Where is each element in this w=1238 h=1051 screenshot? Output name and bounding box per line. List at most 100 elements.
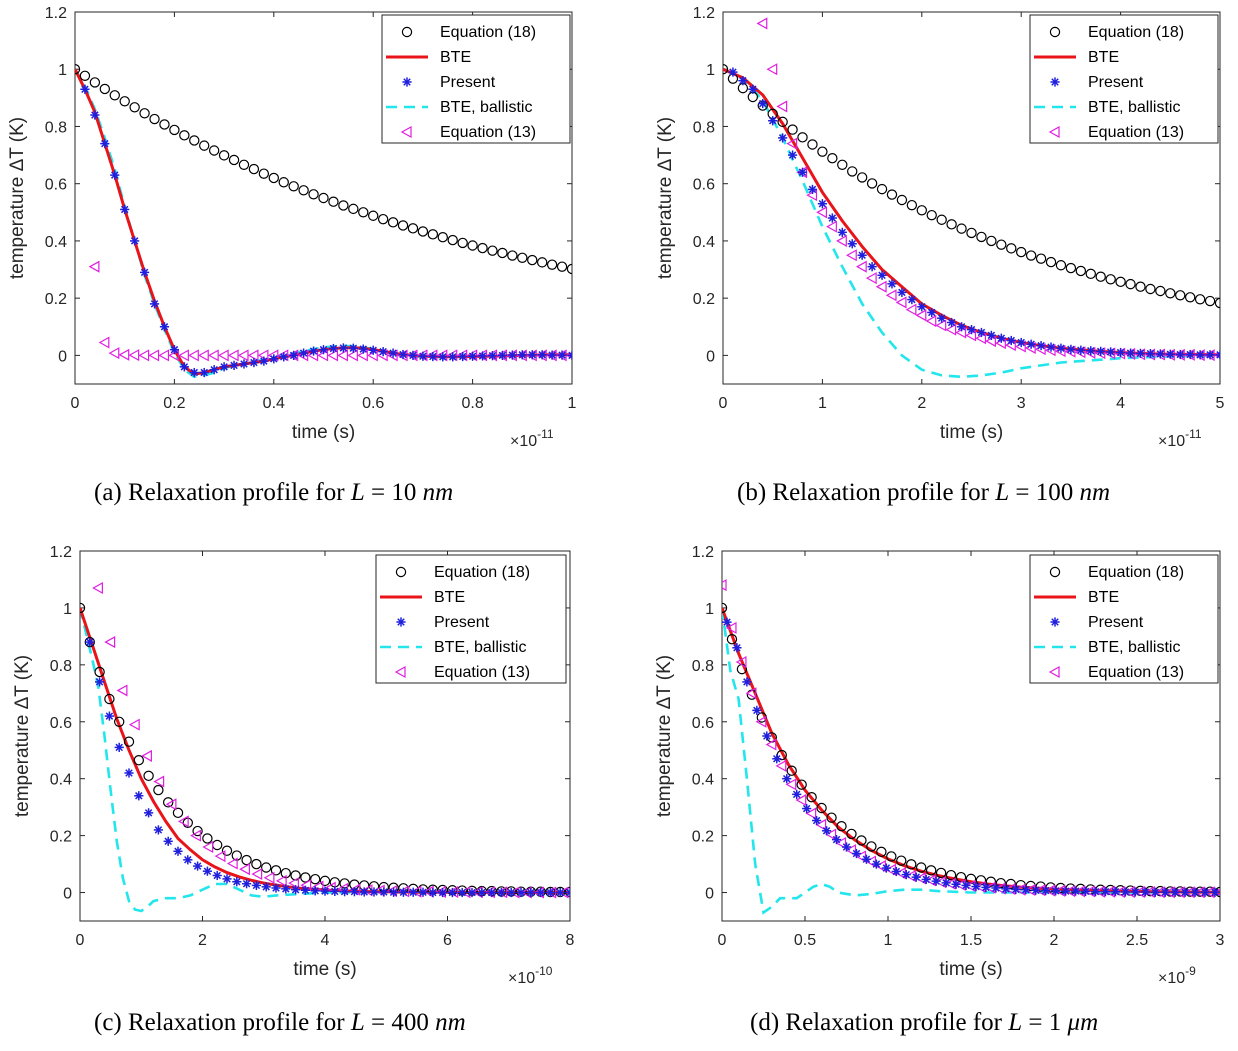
- eq13-point: [312, 880, 324, 893]
- caption-b: (b) Relaxation profile for L = 100 nm: [737, 479, 1110, 506]
- eq13-point: [816, 206, 828, 219]
- y-tick-label: 0: [705, 886, 714, 903]
- eq18-point: [172, 807, 184, 819]
- present-point: [981, 882, 991, 893]
- present-point: [149, 299, 160, 309]
- present-point: [159, 322, 170, 332]
- caption-unit: μm: [1067, 1009, 1099, 1036]
- present-point: [1001, 884, 1011, 894]
- eq18-point: [75, 64, 81, 75]
- eq18-point: [1055, 260, 1067, 271]
- present-point: [1110, 887, 1121, 897]
- eq18-point: [270, 865, 282, 876]
- present-point: [738, 76, 748, 86]
- present-point: [851, 848, 862, 859]
- eq18-point: [1105, 274, 1116, 285]
- present-point: [897, 287, 907, 298]
- eq13-point: [755, 715, 767, 728]
- caption-unit: nm: [423, 479, 454, 506]
- present-point: [1100, 887, 1111, 897]
- present-point: [1215, 350, 1220, 360]
- present-point: [517, 350, 527, 360]
- panel-c: 0 2 4 6 8 0 0.2 0.4 0.6 0.8 1 1.2 time (s) temperatur…: [12, 544, 575, 1036]
- eq13-point: [826, 220, 837, 233]
- eq18-point: [787, 124, 798, 135]
- eq13-point: [935, 319, 947, 332]
- eq18-point: [916, 862, 927, 873]
- present-point: [976, 327, 987, 338]
- present-point: [209, 365, 219, 375]
- eq13-point: [855, 260, 867, 273]
- present-point: [787, 150, 798, 160]
- present-point: [881, 863, 891, 873]
- present-point: [1175, 349, 1185, 360]
- eq18-point: [722, 602, 728, 614]
- present-point: [328, 343, 339, 354]
- eq18-point: [1204, 295, 1216, 307]
- ballistic-line: [723, 68, 1220, 379]
- present-point: [797, 167, 808, 177]
- eq18-point: [477, 242, 488, 254]
- eq18-point: [241, 854, 252, 866]
- eq18-point: [566, 263, 572, 275]
- eq18-point: [319, 875, 331, 887]
- present-point: [438, 352, 448, 362]
- present-point: [1155, 349, 1165, 359]
- y-tick-label: 0.4: [50, 772, 72, 789]
- present-point: [951, 879, 961, 889]
- legend-swatch: [401, 26, 413, 38]
- eq18-point: [945, 869, 957, 881]
- present-point: [189, 367, 199, 378]
- present-point: [772, 754, 782, 764]
- y-tick-label: 0.6: [50, 715, 72, 732]
- y-tick-label: 0.2: [45, 291, 67, 308]
- x-tick-label: 2: [917, 395, 926, 412]
- y-tick-label: 1: [58, 62, 67, 79]
- x-axis: 0 0.2 0.4 0.6 0.8 1: [71, 12, 577, 412]
- eq13-point: [153, 775, 165, 788]
- caption-equals: = 1: [1022, 1009, 1067, 1036]
- eq18-point: [876, 846, 887, 858]
- x-tick-label: 0: [718, 932, 727, 949]
- eq18-point: [427, 229, 439, 240]
- eq18-point: [1075, 265, 1087, 277]
- legend-item-bte: BTE: [380, 589, 465, 606]
- present-point: [782, 774, 792, 784]
- present-point: [927, 307, 937, 318]
- eq18-point: [866, 178, 878, 189]
- present-point: [956, 322, 967, 332]
- present-point: [812, 815, 822, 826]
- x-tick-label: 0.4: [263, 395, 285, 412]
- caption-variable: L: [350, 1009, 365, 1036]
- present-point: [153, 825, 163, 835]
- caption-variable: L: [994, 479, 1009, 506]
- y-tick-label: 0.8: [45, 119, 67, 136]
- x-tick-label: 0.2: [163, 395, 185, 412]
- eq13-point: [915, 309, 927, 322]
- y-tick-label: 1.2: [693, 5, 715, 22]
- present-point: [921, 874, 931, 885]
- eq18-point: [517, 252, 528, 264]
- present-point: [249, 357, 259, 368]
- x-exponent-power: -10: [535, 964, 553, 978]
- eq18-point: [407, 223, 419, 234]
- y-tick-label: 0.6: [692, 715, 714, 732]
- eq18-point: [786, 765, 797, 776]
- eq18-point: [777, 116, 788, 128]
- present-point: [1036, 341, 1046, 351]
- x-exponent-base: ×10: [1158, 433, 1185, 450]
- eq18-point: [447, 234, 458, 246]
- present-point: [732, 643, 742, 653]
- present-point: [428, 351, 438, 362]
- eq18-point: [966, 227, 977, 239]
- present-point: [80, 84, 90, 94]
- eq18-point: [1135, 281, 1146, 292]
- present-point: [173, 846, 183, 856]
- eq18-point: [487, 245, 498, 256]
- caption-prefix: (c) Relaxation profile for: [94, 1009, 351, 1036]
- legend-label: BTE, ballistic: [1088, 639, 1180, 656]
- eq18-point: [104, 693, 115, 705]
- present-point: [1056, 343, 1066, 353]
- eq13-point: [775, 759, 787, 772]
- eq13-point: [98, 336, 110, 349]
